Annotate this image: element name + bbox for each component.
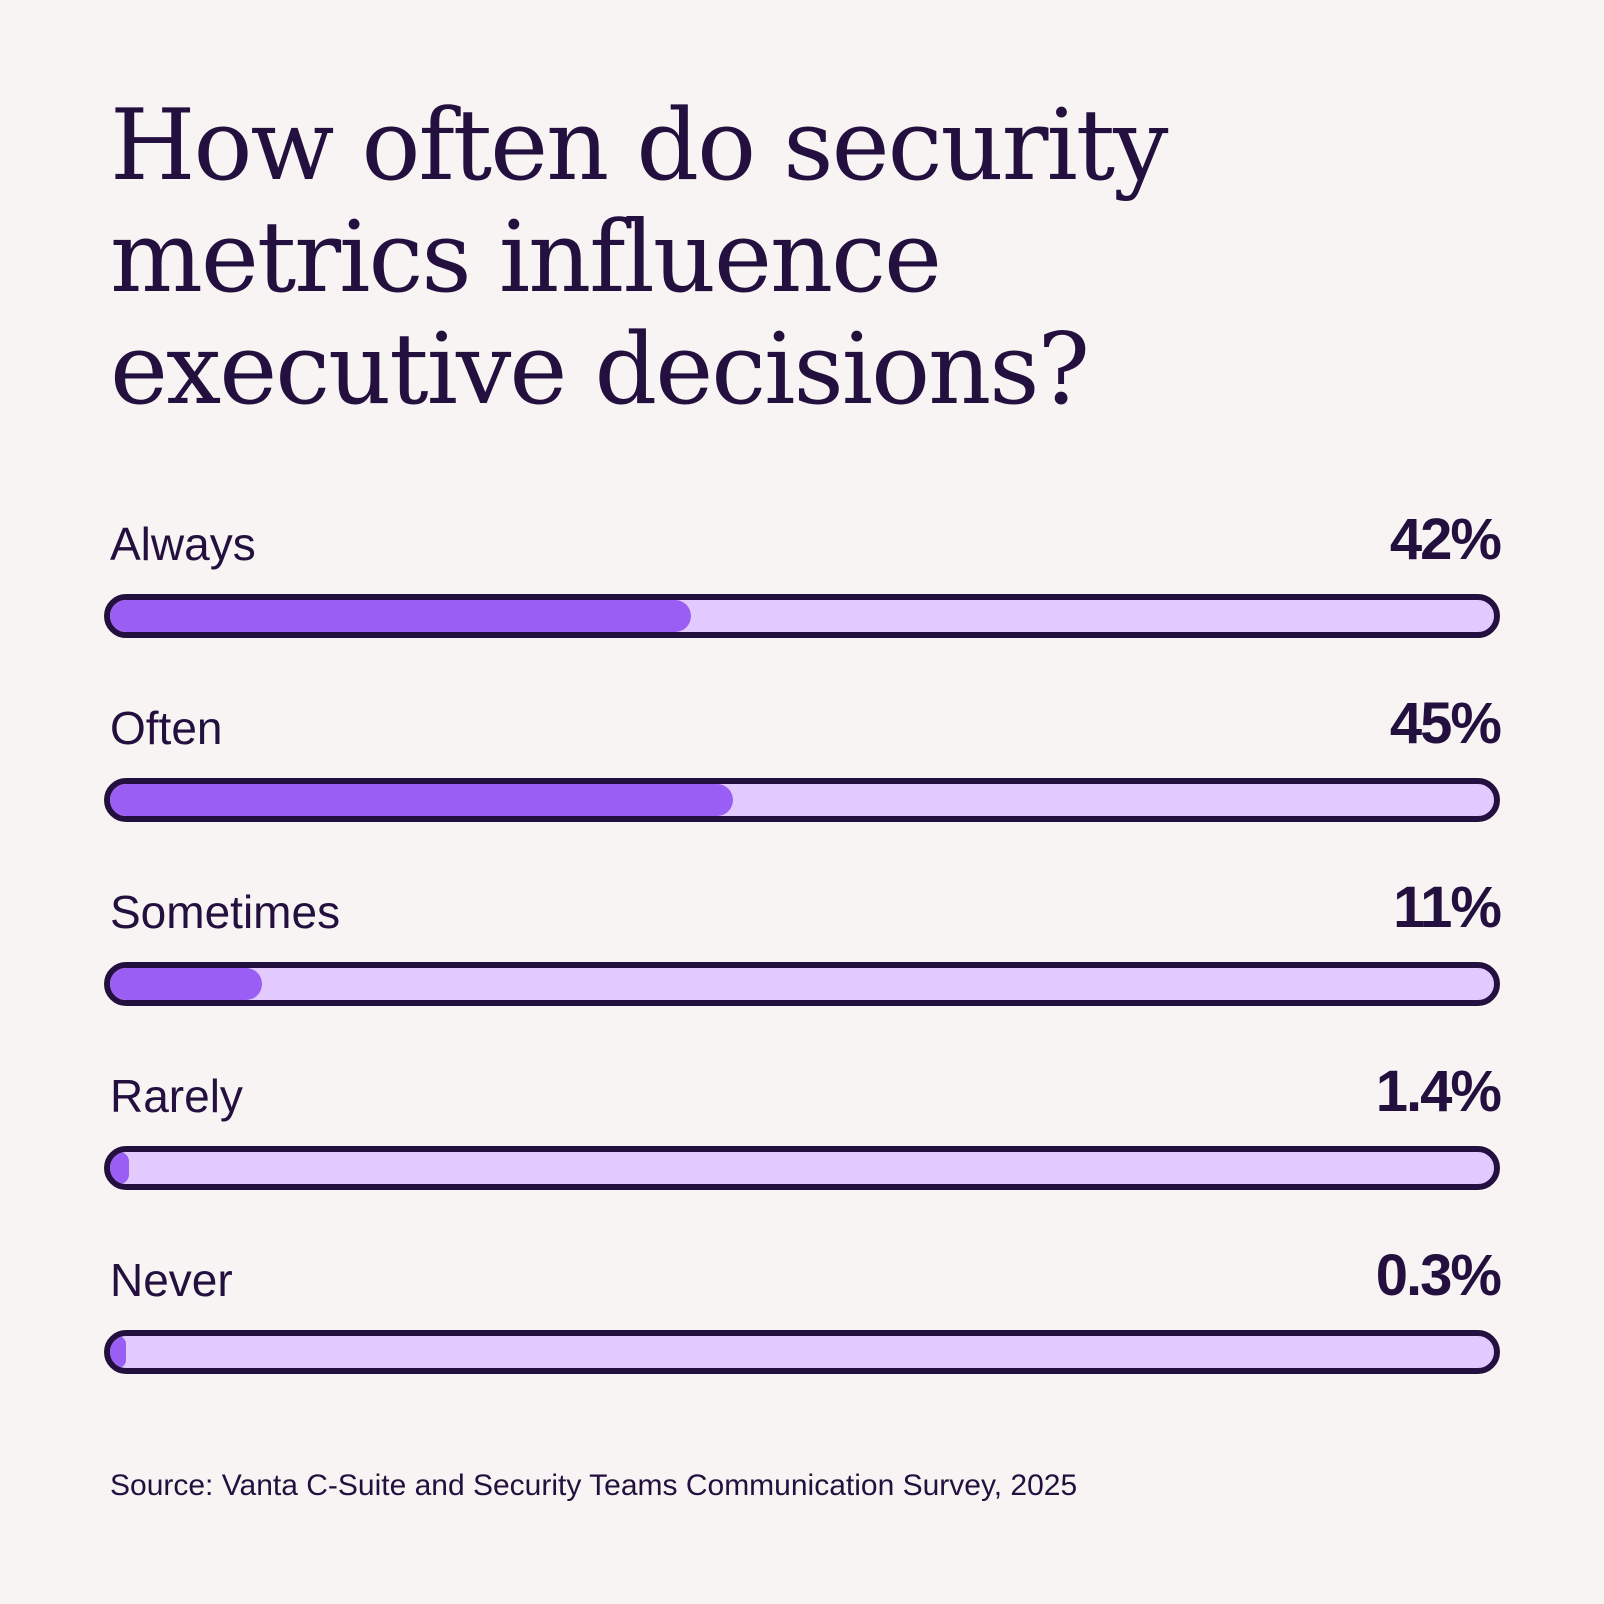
bar-fill xyxy=(110,784,733,816)
bar-value-label: 11% xyxy=(1393,875,1502,940)
bar-row: Often 45% xyxy=(104,684,1502,868)
bar-value-label: 45% xyxy=(1389,691,1502,756)
bar-fill xyxy=(110,968,263,1000)
bar-value-label: 1.4% xyxy=(1375,1059,1502,1124)
chart-title-line: metrics influence xyxy=(110,201,942,315)
chart-title-line: executive decisions? xyxy=(110,313,1090,427)
bar-chart: Always 42% Often 45% Sometimes 11% Rarely 1.4% N… xyxy=(104,500,1502,1420)
bar-track xyxy=(104,594,1500,638)
bar-track xyxy=(104,1146,1500,1190)
bar-category-label: Always xyxy=(110,518,256,570)
chart-title: How often do security metrics influence … xyxy=(110,90,1510,426)
bar-fill xyxy=(110,1336,126,1368)
bar-row: Sometimes 11% xyxy=(104,868,1502,1052)
bar-row: Never 0.3% xyxy=(104,1236,1502,1420)
bar-track xyxy=(104,962,1500,1006)
chart-title-line: How often do security xyxy=(110,89,1169,203)
bar-category-label: Sometimes xyxy=(110,886,341,938)
bar-fill xyxy=(110,600,692,632)
bar-value-label: 0.3% xyxy=(1375,1243,1502,1308)
bar-track xyxy=(104,778,1500,822)
bar-category-label: Never xyxy=(110,1254,233,1306)
bar-row: Rarely 1.4% xyxy=(104,1052,1502,1236)
source-note: Source: Vanta C-Suite and Security Teams… xyxy=(110,1469,1078,1502)
bar-fill xyxy=(110,1152,130,1184)
bar-track xyxy=(104,1330,1500,1374)
bar-category-label: Often xyxy=(110,702,223,754)
bar-row: Always 42% xyxy=(104,500,1502,684)
bar-value-label: 42% xyxy=(1389,507,1502,572)
bar-category-label: Rarely xyxy=(110,1070,243,1122)
